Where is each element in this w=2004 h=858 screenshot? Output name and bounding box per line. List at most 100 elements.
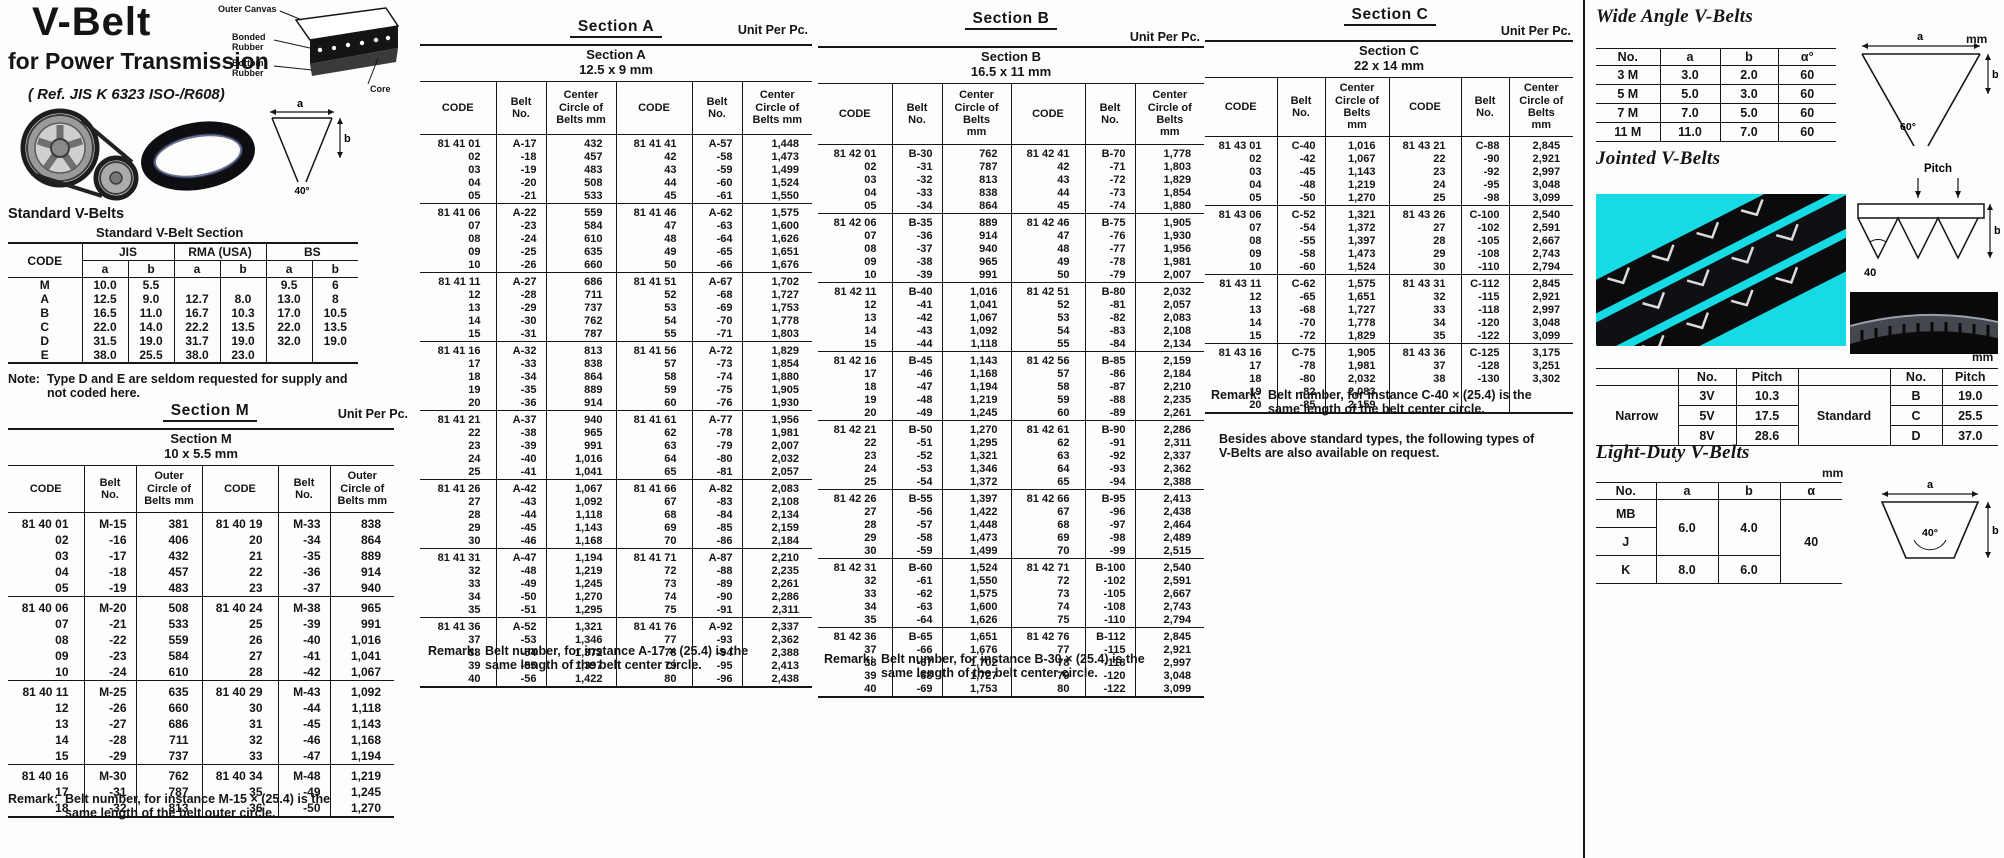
table-cell: 1,092 [545,495,616,509]
table-cell: 1,422 [545,672,616,687]
col-center-circle: Center Circle of Belts mm [1508,77,1574,137]
table-cell: -55 [495,659,546,673]
table-cell: 77 [1010,643,1085,657]
table-row: 05 -50 1,270 25 -98 3,099 [1205,191,1574,206]
table-cell: B-45 [891,350,942,368]
table-cell: 533 [545,189,616,204]
pulley-photo [20,106,142,209]
table-cell: 1,372 [941,475,1011,490]
table-cell: 17.5 [1735,405,1799,426]
table-cell: 2,337 [1134,449,1205,463]
table-cell: -80 [691,452,742,466]
table-cell: 1,346 [545,633,616,647]
table-cell: 34 [864,600,877,613]
table-cell: 28 [468,508,481,521]
table-cell: 81 42 06 [818,212,892,230]
table-cell: 40 [864,682,877,695]
table-cell: -86 [1084,367,1135,381]
table-cell: 1,499 [741,163,813,177]
table-cell: 1,270 [1324,191,1389,206]
table-row: 24 -53 1,346 64 -93 2,362 [818,462,1205,476]
table-cell: -91 [691,603,742,618]
table-cell: 09 [864,255,877,268]
table-cell: 1,397 [1324,234,1389,248]
table-cell: 1,550 [741,189,813,204]
table-cell: 1,143 [329,715,395,732]
table-cell: 24 [468,452,481,465]
table-cell: 23 [864,449,877,462]
table-row: 17 -31 787 35 -49 1,245 [8,783,395,800]
table-cell: -44 [277,699,330,716]
light-duty-title: Light-Duty V-Belts [1596,442,1750,463]
table-cell: 79 [1010,669,1085,683]
table-cell [311,348,359,363]
table-cell: 23 [201,579,278,597]
table-cell: A-52 [495,616,546,634]
table-cell: 72 [615,564,692,578]
table-cell: 1,829 [741,340,813,358]
table-cell: 81 42 26 [818,488,892,506]
col-a: a [1659,48,1721,66]
table-cell: 1,727 [941,669,1011,683]
table-cell: 81 41 41 [615,134,692,151]
table-cell: -110 [1460,260,1509,275]
table-cell: 35 [1388,329,1461,344]
standard-vbelt-section-table: CODE JIS RMA (USA) BS a b a b a b M 10.0 5… [8,242,359,364]
table-cell: 22 [468,426,481,439]
table-cell: -66 [691,258,742,273]
table-cell: 32 [468,564,481,577]
table-cell: 69 [1010,531,1085,545]
table-cell: -65 [691,245,742,259]
table-cell: 81 42 21 [818,419,892,437]
table-row: 29 -58 1,473 69 -98 2,489 [818,531,1205,545]
table-cell: -68 [691,288,742,302]
table-cell: 1,626 [941,613,1011,628]
table-cell: 3,048 [1134,669,1205,683]
table-cell: -55 [1276,234,1325,248]
table-cell: 2,032 [1134,281,1205,299]
table-cell: 19.0 [1941,385,1998,406]
table-cell: 2,235 [1134,393,1205,407]
table-cell: 81 41 56 [615,340,692,358]
table-row: 23 -39 991 63 -79 2,007 [420,439,813,453]
table-cell: 838 [545,357,616,371]
table-cell: 81 42 71 [1010,557,1085,575]
col-belt-no: Belt No. [1084,83,1135,145]
table-cell: 07 [468,219,481,232]
table-cell: 45 [615,189,692,204]
section-b-table: Section B 16.5 x 11 mm CODE Belt No. Cen… [818,45,1205,698]
table-cell: 60 [1777,103,1836,123]
table-cell: 2,743 [1508,247,1574,261]
table-row: 5V 17.5 C 25.5 [1596,405,1998,426]
table-cell: 813 [941,173,1011,187]
table-cell: 02 [864,160,877,173]
unit-per-pc: Unit Per Pc. [1500,24,1571,38]
table-row: 81 42 31 B-60 1,524 81 42 71 B-100 2,540 [818,557,1205,575]
table-cell: 864 [941,199,1011,214]
table-cell: 20 [468,396,481,409]
table-cell: 2,007 [1134,268,1205,283]
table-cell: 8 [311,292,359,306]
table-cell: 39 [864,669,877,682]
table-cell: -83 [691,495,742,509]
table-cell: 81 43 26 [1388,204,1461,222]
table-cell: 77 [615,633,692,647]
table-cell: 57 [615,357,692,371]
table-cell: 81 42 51 [1010,281,1085,299]
table-cell: 14 [864,324,877,337]
table-cell: 81 41 46 [615,202,692,220]
table-cell: 22.0 [265,320,313,334]
table-row: 81 42 11 B-40 1,016 81 42 51 B-80 2,032 [818,281,1205,299]
table-cell: -31 [891,160,942,174]
table-cell: 75 [615,603,692,618]
table-cell: -89 [691,577,742,591]
table-cell [1460,385,1509,399]
table-cell: 62 [1010,436,1085,450]
table-cell: 70 [1010,544,1085,559]
table-cell: MB [1596,499,1657,528]
table-cell: 1,295 [545,603,616,618]
table-cell: -120 [1460,316,1509,330]
left-panel: V-Belt for Power Transmission ( Ref. JIS… [8,0,412,858]
table-row: 13 -27 686 31 -45 1,143 [8,715,395,732]
table-cell: 5 M [1596,84,1661,104]
